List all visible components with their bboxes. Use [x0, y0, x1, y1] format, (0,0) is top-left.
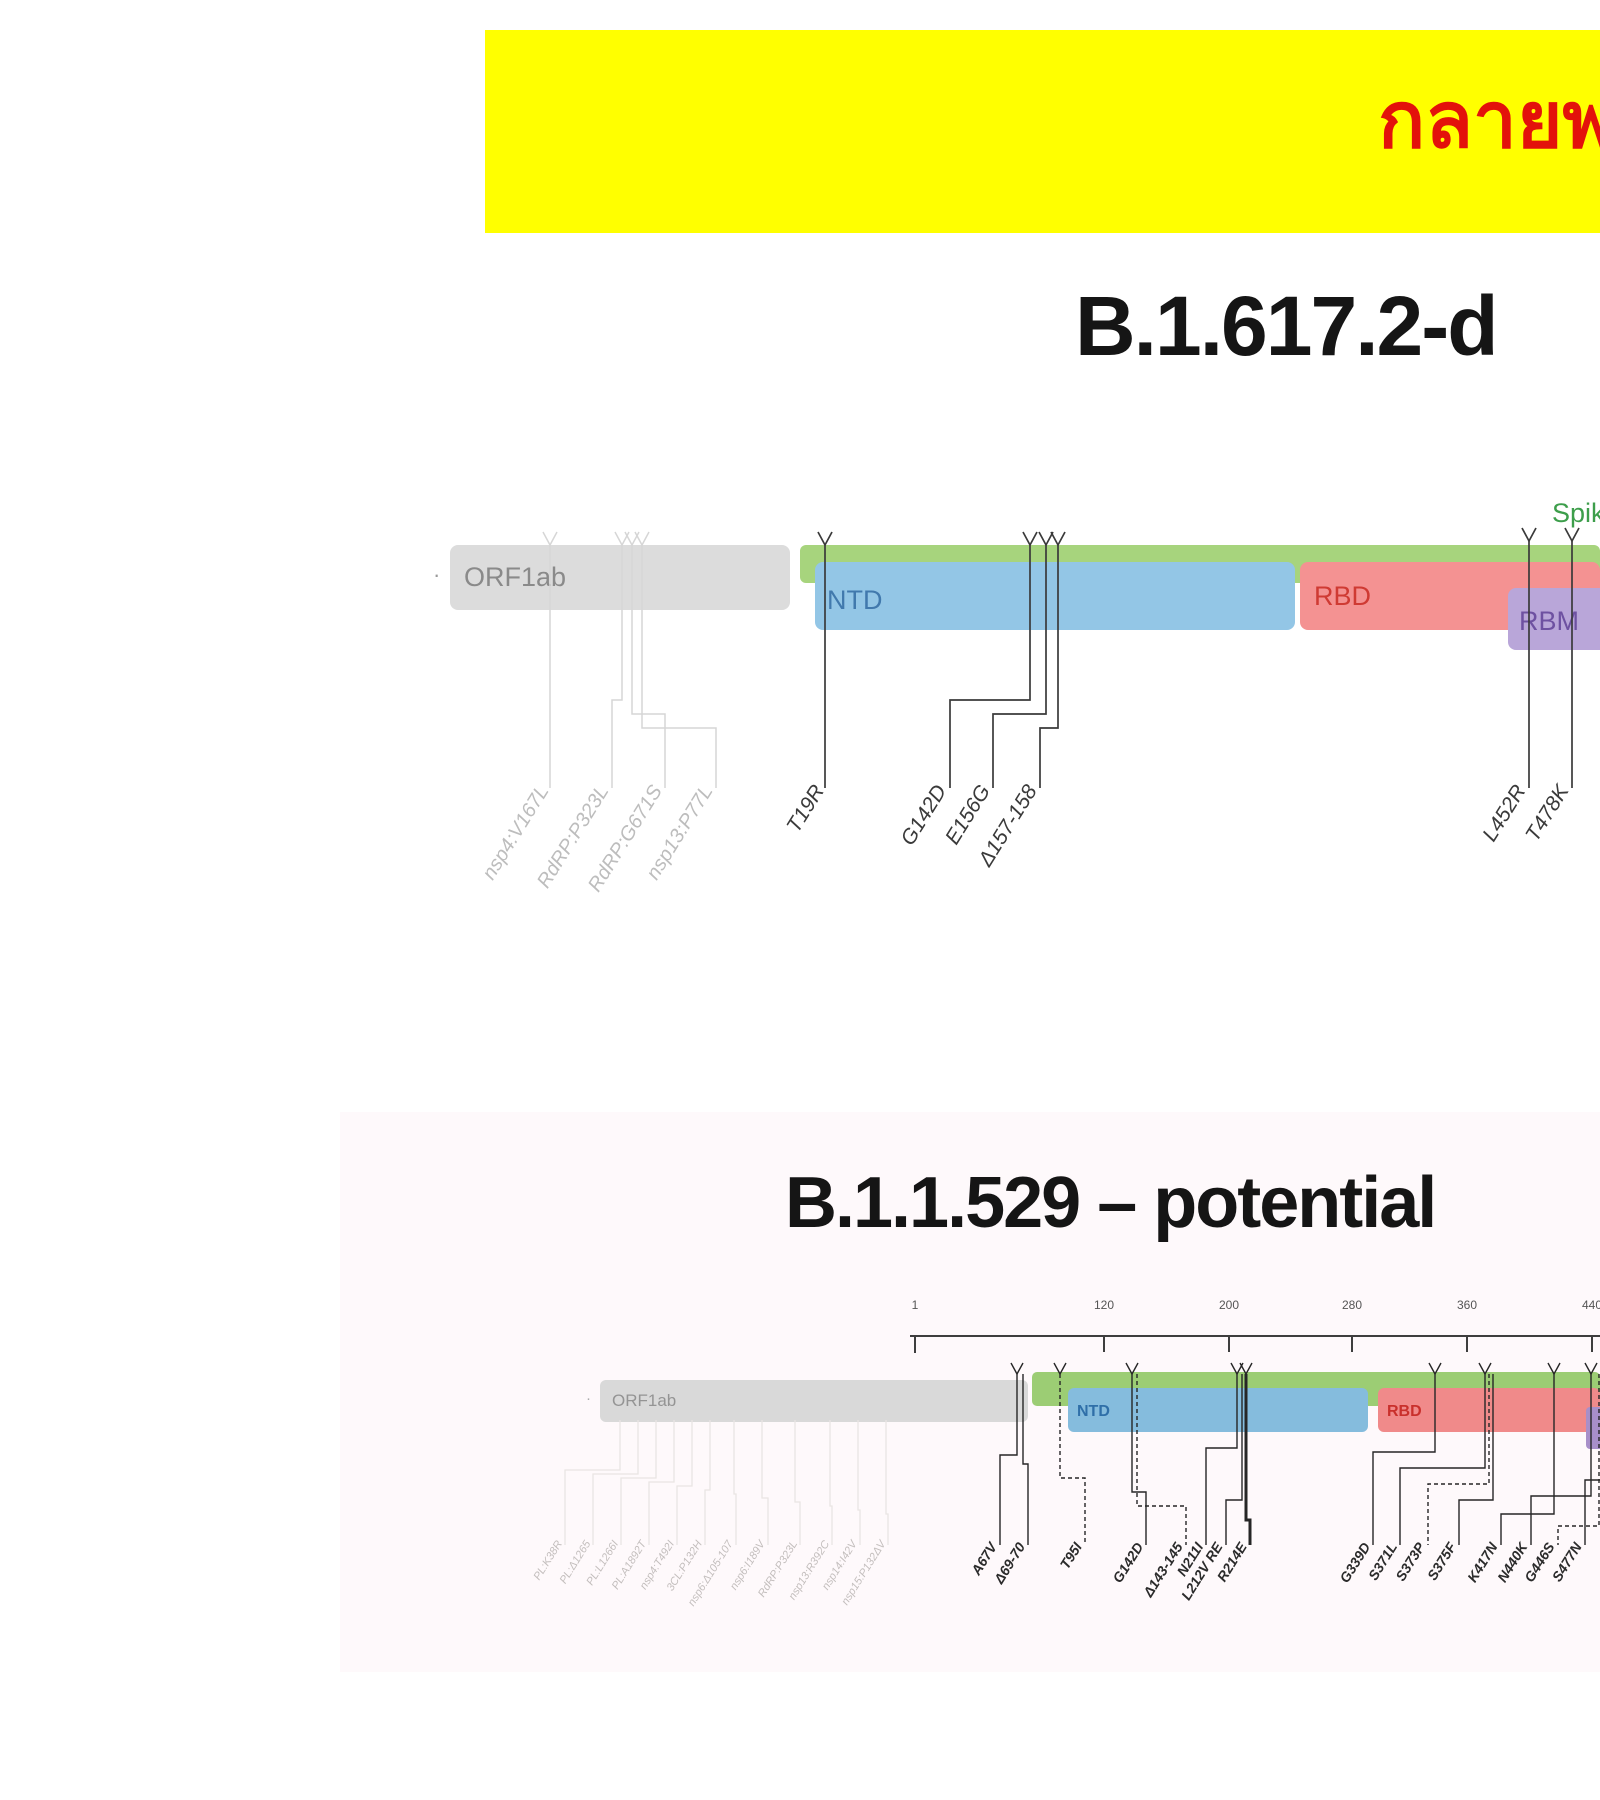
omicron-ntd-bar: NTD [1068, 1388, 1368, 1432]
axis-tick-label: 120 [1093, 1298, 1115, 1312]
mutation-label: L452R [1478, 780, 1531, 846]
axis-tick-label: 360 [1456, 1298, 1478, 1312]
axis-tick-label: 440 [1581, 1298, 1600, 1312]
axis-tick-label: 200 [1218, 1298, 1240, 1312]
delta-orf1ab-bullet: · [433, 562, 441, 587]
banner-title: กลายพ [1378, 76, 1600, 164]
delta-rbm-bar: RBM [1508, 588, 1600, 650]
delta-ntd-bar: NTD [815, 562, 1295, 630]
delta-orf1ab-bar: ORF1ab [450, 545, 790, 610]
omicron-title: B.1.1.529 – potential [785, 1163, 1437, 1243]
axis-tick-label: 280 [1341, 1298, 1363, 1312]
omicron-orf1ab-bullet: · [586, 1390, 591, 1407]
delta-title: B.1.617.2-d [1075, 279, 1499, 373]
omicron-rbd-bar: RBD [1378, 1388, 1600, 1432]
axis-tick-label: 1 [911, 1298, 919, 1312]
banner [485, 30, 1600, 233]
omicron-rbm-bar [1586, 1407, 1600, 1449]
mutation-label: G142D [896, 780, 952, 850]
mutation-label: T19R [781, 780, 829, 837]
omicron-orf1ab-bar: ORF1ab [600, 1380, 1028, 1422]
delta-spike-gene-label: Spike [1552, 498, 1600, 528]
mutation-label: T478K [1521, 780, 1574, 846]
